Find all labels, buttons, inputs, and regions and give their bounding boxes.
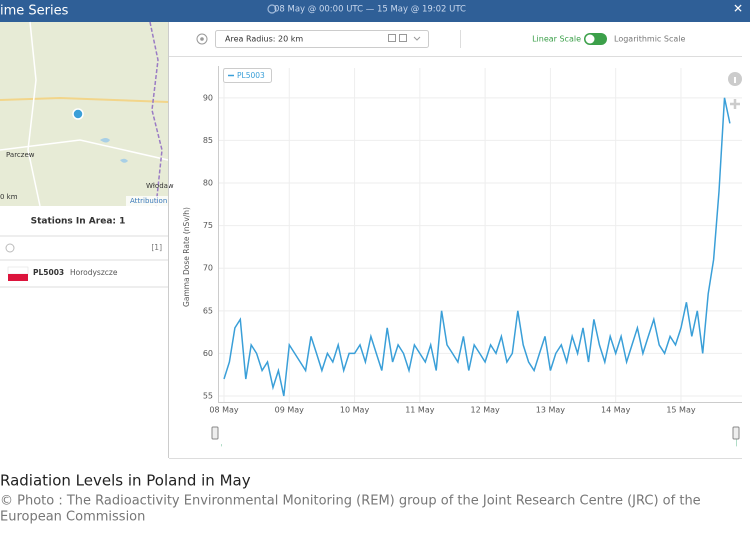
attribution-box (126, 196, 168, 206)
map-scale: 0 km (0, 193, 18, 201)
dropdown-arrow (413, 36, 421, 41)
header-bar (0, 0, 750, 22)
locate-icon[interactable] (196, 33, 208, 45)
x-tick-label: 09 May (275, 406, 305, 415)
caption-credit: European Commission (0, 510, 145, 525)
close-button[interactable]: ✕ (733, 2, 743, 16)
map-background (0, 22, 168, 206)
minus-button[interactable] (388, 34, 396, 42)
time-range: 08 May @ 00:00 UTC — 15 May @ 19:02 UTC (274, 5, 466, 15)
header-title: ime Series (0, 4, 69, 19)
road (0, 96, 169, 103)
radio[interactable] (5, 243, 15, 253)
y-axis-title: Gamma Dose Rate (nSv/h) (182, 207, 191, 307)
y-tick-label: 55 (203, 392, 213, 401)
plus-button[interactable] (399, 34, 407, 42)
toggle-knob (585, 34, 595, 44)
caption-title: Radiation Levels in Poland in May (0, 472, 251, 490)
legend-label: PL5003 (237, 71, 265, 80)
x-tick-label: 12 May (470, 406, 500, 415)
station-code[interactable]: PL5003 (33, 268, 64, 277)
locate-dot (200, 37, 204, 41)
data-line (223, 97, 731, 397)
legend-box (223, 68, 272, 83)
x-tick-label: 14 May (601, 406, 631, 415)
y-tick-label: 75 (203, 221, 213, 230)
map-label: Parczew (6, 151, 35, 159)
radius-label: Area Radius: 20 km (225, 35, 303, 44)
map[interactable]: Parczew Włodaw 0 km Attribution (0, 21, 174, 207)
y-tick-label: 60 (203, 349, 213, 358)
flag-white (7, 266, 29, 275)
info-glyph (734, 77, 736, 83)
plot: 55 60 65 70 75 80 85 90 08 May 09 May 10 May 11 May… (203, 68, 742, 447)
road (27, 21, 41, 207)
attribution[interactable]: Attribution (130, 197, 167, 205)
clock-icon (267, 4, 277, 14)
navigator-handle[interactable] (211, 426, 219, 440)
x-tick-label: 08 May (209, 406, 239, 415)
caption-credit: © Photo : The Radioactivity Environmenta… (0, 494, 701, 509)
flag-red (8, 274, 28, 281)
x-tick-label: 13 May (536, 406, 566, 415)
x-tick-label: 10 May (340, 406, 370, 415)
add-icon[interactable] (730, 99, 740, 109)
radius-select[interactable] (215, 30, 429, 48)
y-tick-label: 85 (203, 136, 213, 145)
map-label: Włodaw (146, 182, 174, 190)
station-name: Horodyszcze (70, 268, 118, 277)
station-count: [1] (151, 243, 162, 252)
y-tick-label: 65 (203, 306, 213, 315)
y-tick-label: 70 (203, 264, 213, 273)
lakes (100, 138, 128, 163)
stations-title: Stations In Area: 1 (31, 217, 126, 227)
x-tick-label: 15 May (666, 406, 696, 415)
y-tick-label: 80 (203, 179, 213, 188)
linear-label[interactable]: Linear Scale (532, 35, 581, 44)
border (149, 21, 163, 207)
navigator-handle[interactable] (732, 426, 740, 440)
road (0, 139, 169, 161)
station-marker[interactable] (72, 108, 84, 120)
log-label[interactable]: Logarithmic Scale (614, 35, 685, 44)
x-tick-label: 11 May (405, 406, 435, 415)
navigator[interactable] (222, 421, 736, 447)
y-tick-label: 90 (203, 93, 213, 102)
